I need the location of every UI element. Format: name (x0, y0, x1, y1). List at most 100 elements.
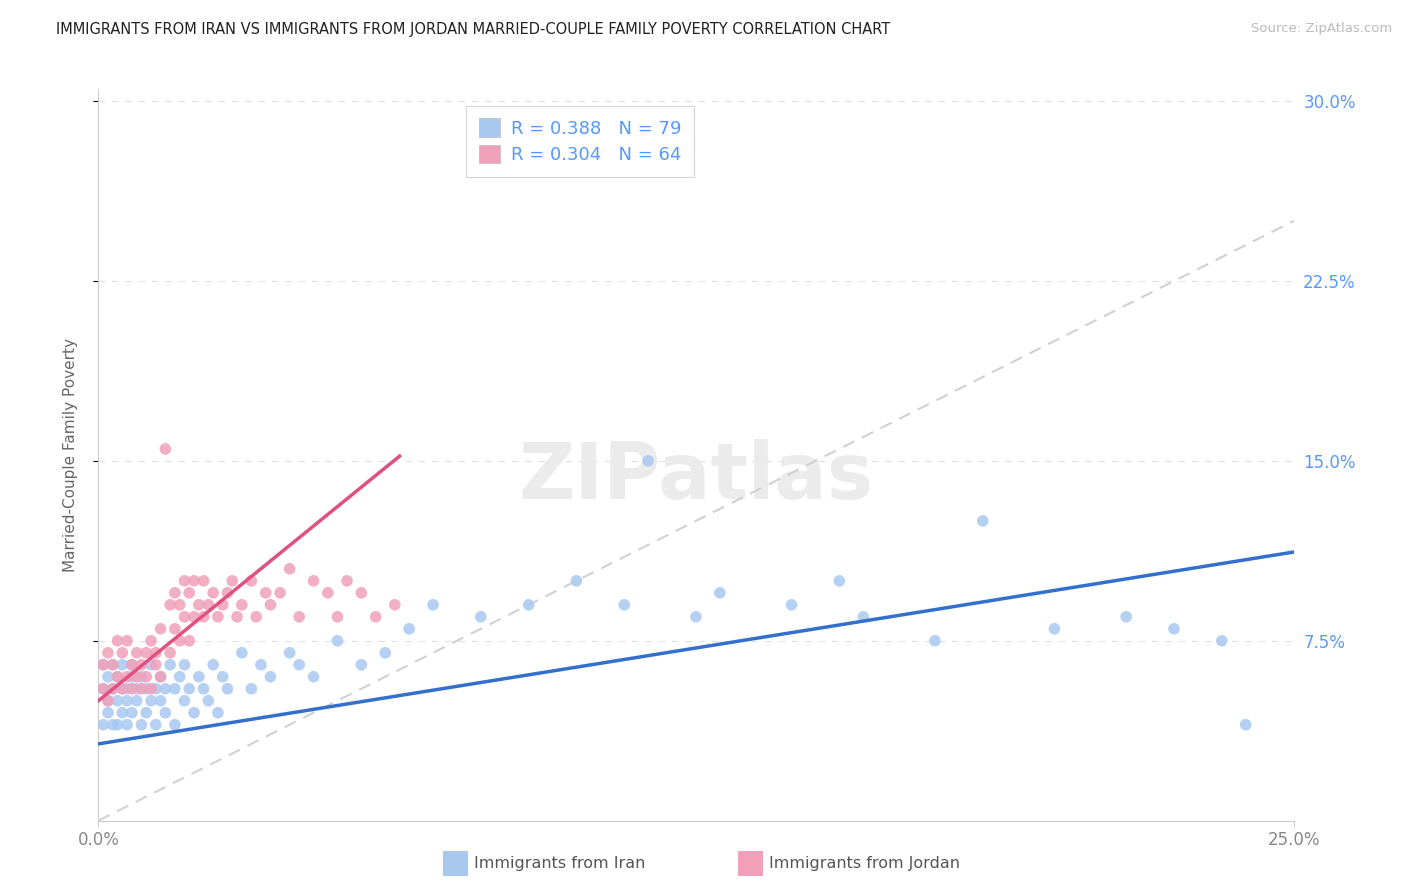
Point (135, 646, 157, 660)
Point (384, 598, 406, 612)
Point (121, 670, 143, 684)
Point (101, 717, 124, 731)
Point (91, 681, 114, 696)
Point (278, 646, 301, 660)
Point (1115, 609, 1137, 624)
Point (316, 586, 339, 600)
Point (1163, 622, 1185, 636)
Point (145, 717, 167, 731)
Point (173, 657, 195, 672)
Point (422, 598, 444, 612)
Text: ZIPatlas: ZIPatlas (519, 439, 873, 515)
Point (169, 670, 191, 684)
Point (288, 657, 311, 672)
Point (107, 694, 129, 708)
Point (240, 681, 263, 696)
Text: IMMIGRANTS FROM IRAN VS IMMIGRANTS FROM JORDAN MARRIED-COUPLE FAMILY POVERTY COR: IMMIGRANTS FROM IRAN VS IMMIGRANTS FROM … (56, 22, 890, 37)
Point (350, 657, 373, 672)
Point (125, 646, 148, 660)
Point (131, 670, 153, 684)
Point (111, 646, 134, 660)
Point (183, 706, 205, 720)
Point (231, 646, 253, 660)
Text: Immigrants from Iran: Immigrants from Iran (474, 856, 645, 871)
Point (149, 670, 172, 684)
Point (259, 598, 281, 612)
Point (364, 609, 387, 624)
Point (179, 681, 201, 696)
Point (207, 706, 229, 720)
Point (211, 598, 233, 612)
Point (163, 717, 186, 731)
Point (202, 657, 225, 672)
Point (278, 562, 301, 576)
Point (517, 598, 540, 612)
Point (149, 670, 172, 684)
Point (211, 670, 233, 684)
Point (350, 586, 373, 600)
Point (149, 694, 172, 708)
Point (169, 598, 191, 612)
Point (972, 514, 994, 528)
Point (193, 574, 215, 588)
Point (226, 609, 249, 624)
Point (115, 717, 138, 731)
Point (159, 657, 181, 672)
Point (91, 681, 114, 696)
Point (159, 646, 181, 660)
Point (145, 657, 167, 672)
Point (828, 574, 851, 588)
Y-axis label: Married-Couple Family Poverty: Married-Couple Family Poverty (63, 338, 77, 572)
Point (91, 717, 114, 731)
Point (240, 574, 263, 588)
Point (637, 454, 659, 468)
Point (139, 633, 162, 648)
Point (852, 609, 875, 624)
Point (374, 646, 396, 660)
Point (111, 706, 134, 720)
Point (107, 670, 129, 684)
Point (107, 670, 129, 684)
Point (155, 442, 177, 456)
Point (135, 706, 157, 720)
Point (115, 633, 138, 648)
Point (163, 622, 186, 636)
Point (169, 633, 191, 648)
Point (91, 657, 114, 672)
Point (155, 706, 177, 720)
Point (107, 717, 129, 731)
Point (173, 574, 195, 588)
Point (398, 622, 420, 636)
Point (101, 681, 124, 696)
Point (159, 598, 181, 612)
Point (565, 574, 588, 588)
Point (97, 646, 120, 660)
Point (125, 681, 148, 696)
Point (709, 586, 731, 600)
Point (97, 706, 120, 720)
Point (173, 609, 195, 624)
Point (336, 574, 359, 588)
Point (163, 586, 186, 600)
Point (197, 694, 219, 708)
Point (97, 670, 120, 684)
Point (145, 681, 167, 696)
Point (1043, 622, 1066, 636)
Point (231, 598, 253, 612)
Point (139, 694, 162, 708)
Point (326, 633, 349, 648)
Point (121, 681, 143, 696)
Point (924, 633, 946, 648)
Point (197, 598, 219, 612)
Point (179, 633, 201, 648)
Point (115, 681, 138, 696)
Point (193, 609, 215, 624)
Point (217, 586, 239, 600)
Point (269, 586, 291, 600)
Point (221, 574, 243, 588)
Point (470, 609, 492, 624)
Text: Source: ZipAtlas.com: Source: ZipAtlas.com (1251, 22, 1392, 36)
Point (125, 694, 148, 708)
Point (131, 657, 153, 672)
Point (173, 694, 195, 708)
